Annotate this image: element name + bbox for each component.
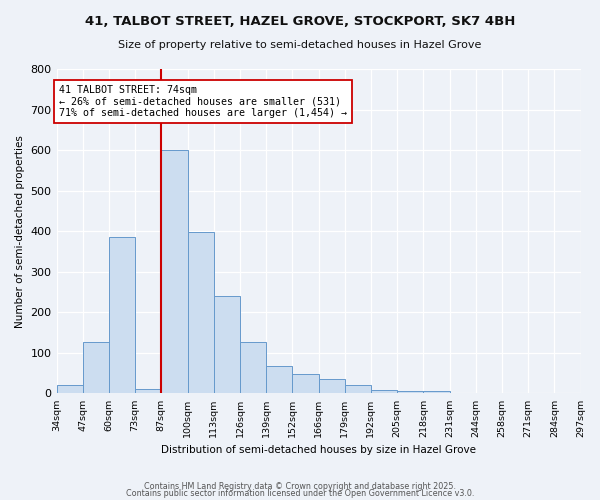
Bar <box>292 374 319 394</box>
Text: 41 TALBOT STREET: 74sqm
← 26% of semi-detached houses are smaller (531)
71% of s: 41 TALBOT STREET: 74sqm ← 26% of semi-de… <box>59 85 347 118</box>
Bar <box>214 296 240 394</box>
Bar <box>397 392 424 394</box>
Bar <box>161 150 188 394</box>
Text: Contains public sector information licensed under the Open Government Licence v3: Contains public sector information licen… <box>126 490 474 498</box>
Bar <box>319 379 345 394</box>
Text: Contains HM Land Registry data © Crown copyright and database right 2025.: Contains HM Land Registry data © Crown c… <box>144 482 456 491</box>
Text: 41, TALBOT STREET, HAZEL GROVE, STOCKPORT, SK7 4BH: 41, TALBOT STREET, HAZEL GROVE, STOCKPOR… <box>85 15 515 28</box>
X-axis label: Distribution of semi-detached houses by size in Hazel Grove: Distribution of semi-detached houses by … <box>161 445 476 455</box>
Bar <box>371 390 397 394</box>
Bar <box>56 384 83 394</box>
Bar <box>240 342 266 394</box>
Bar <box>109 238 135 394</box>
Bar <box>266 366 292 394</box>
Bar <box>135 390 161 394</box>
Bar <box>188 232 214 394</box>
Bar <box>424 392 449 394</box>
Text: Size of property relative to semi-detached houses in Hazel Grove: Size of property relative to semi-detach… <box>118 40 482 50</box>
Y-axis label: Number of semi-detached properties: Number of semi-detached properties <box>15 135 25 328</box>
Bar <box>345 386 371 394</box>
Bar <box>83 342 109 394</box>
